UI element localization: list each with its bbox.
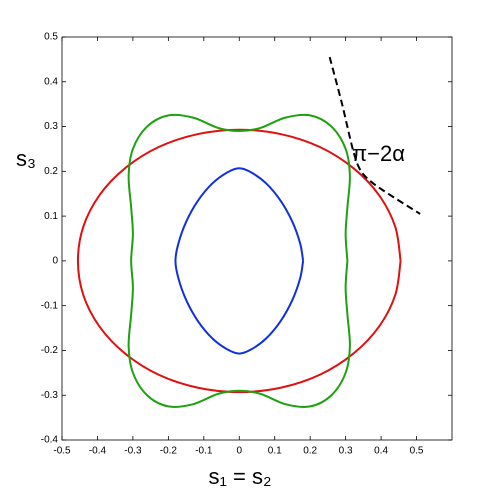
y-tick-label: 0.5 xyxy=(44,32,58,43)
x-tick-label: 0.4 xyxy=(374,446,388,457)
y-tick-label: 0.1 xyxy=(44,211,58,222)
x-tick-label: 0.5 xyxy=(410,446,424,457)
y-tick-label: -0.4 xyxy=(41,435,59,446)
curve xyxy=(76,128,402,394)
x-tick-label: -0.5 xyxy=(53,446,71,457)
x-axis-label: s₁ = s₂ xyxy=(208,464,271,489)
x-tick-label: -0.2 xyxy=(160,446,178,457)
annotation: π−2α xyxy=(352,141,405,166)
x-tick-label: 0.1 xyxy=(268,446,282,457)
y-tick-label: -0.3 xyxy=(41,390,59,401)
curve xyxy=(174,167,305,355)
y-tick-label: 0 xyxy=(52,256,58,267)
y-axis-label: s₃ xyxy=(16,146,36,171)
x-tick-label: 0 xyxy=(236,446,242,457)
plot-frame xyxy=(61,36,453,441)
curve xyxy=(328,56,421,215)
x-tick-label: -0.3 xyxy=(124,446,142,457)
x-tick-label: 0.2 xyxy=(303,446,317,457)
y-tick-label: 0.2 xyxy=(44,166,58,177)
y-tick-label: -0.1 xyxy=(41,300,59,311)
curve xyxy=(127,113,351,408)
y-tick-label: -0.2 xyxy=(41,345,59,356)
y-tick-label: 0.3 xyxy=(44,121,58,132)
x-tick-label: 0.3 xyxy=(339,446,353,457)
x-tick-label: -0.1 xyxy=(195,446,213,457)
y-tick-label: 0.4 xyxy=(44,76,58,87)
x-tick-label: -0.4 xyxy=(89,446,107,457)
